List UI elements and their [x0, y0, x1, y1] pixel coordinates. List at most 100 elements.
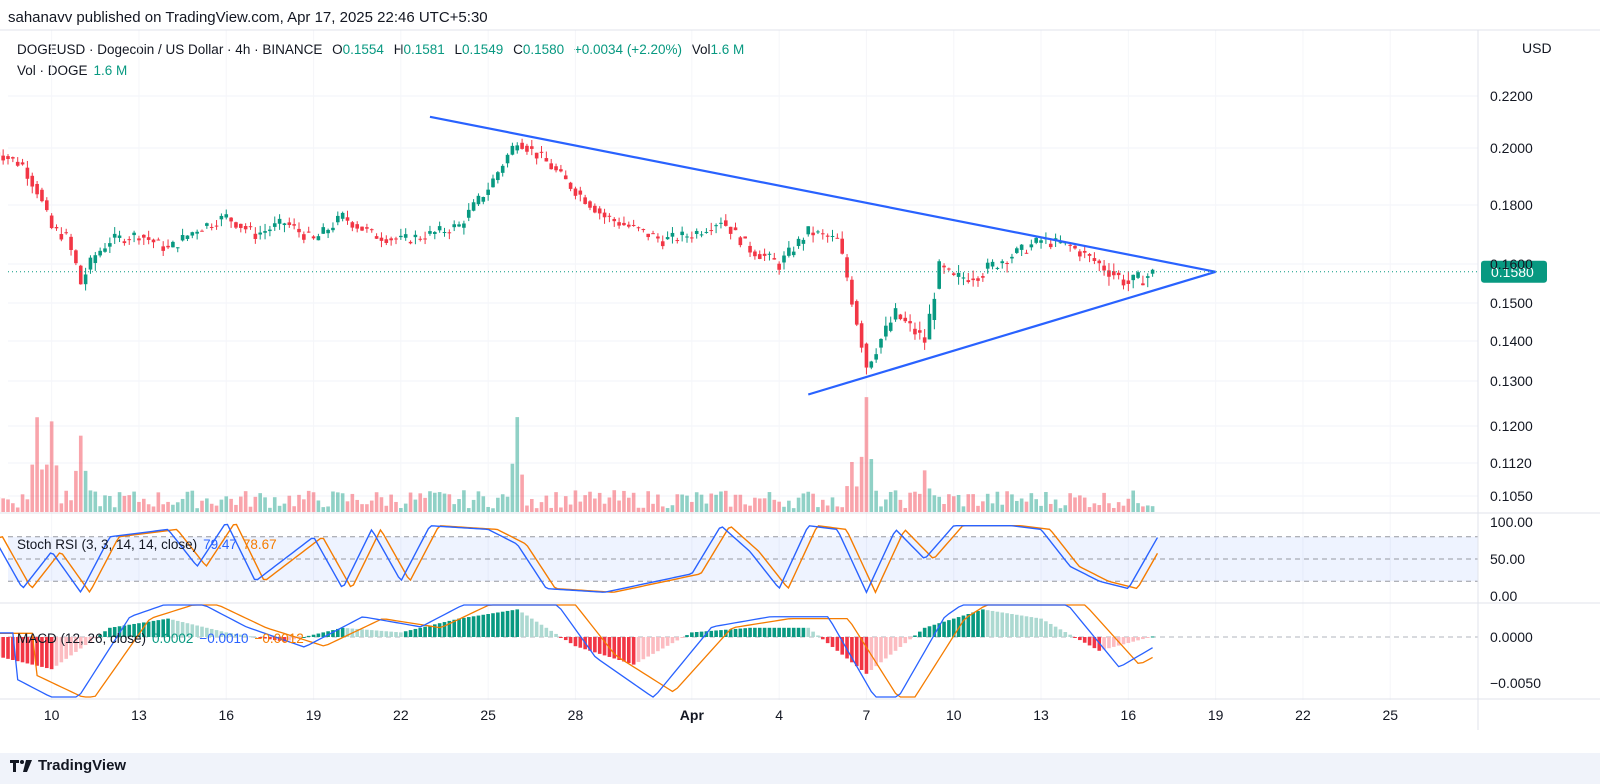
macd-hist-bar — [316, 633, 321, 637]
macd-hist-bar — [719, 630, 723, 637]
volume-bar — [719, 491, 723, 512]
macd-hist-bar — [879, 637, 883, 663]
volume-bar — [656, 494, 660, 512]
macd-hist-bar — [530, 618, 534, 637]
candle-body — [884, 325, 888, 337]
macd-hist-bar — [151, 620, 156, 637]
candle-body — [98, 250, 102, 256]
macd-hist-bar — [258, 637, 262, 638]
candle-body — [15, 161, 20, 166]
candle-body — [175, 247, 180, 249]
time-tick-label: 25 — [1382, 707, 1398, 723]
macd-hist-bar — [1053, 626, 1058, 637]
volume-indicator-label[interactable]: Vol · DOGE — [17, 63, 88, 78]
candle-body — [272, 223, 277, 227]
candle-body — [694, 230, 699, 234]
currency-label[interactable]: USD — [1522, 40, 1552, 56]
macd-hist-bar — [782, 627, 786, 637]
volume-bar — [806, 491, 811, 512]
macd-hist-bar — [995, 611, 1000, 637]
stoch-rsi-label[interactable]: Stoch RSI (3, 3, 14, 14, close) — [17, 537, 198, 552]
tradingview-logo[interactable]: TradingView — [10, 757, 126, 774]
candle-body — [268, 229, 272, 232]
macd-hist-bar — [835, 637, 840, 651]
volume-bar — [709, 493, 714, 512]
candle-body — [1126, 280, 1131, 284]
candle-body — [990, 261, 995, 267]
volume-indicator-value: 1.6 M — [93, 63, 128, 78]
macd-hist-bar — [913, 635, 917, 637]
trendlines[interactable] — [429, 115, 1216, 396]
volume-bar — [583, 495, 587, 512]
volume-bar — [821, 499, 825, 512]
volume-bar — [956, 494, 961, 512]
volume-bar — [389, 494, 393, 512]
candle-body — [78, 265, 83, 285]
volume-bar — [971, 494, 975, 512]
macd-hist-bar — [612, 637, 617, 659]
macd-hist-bar — [263, 637, 267, 639]
macd-hist-bar — [423, 626, 427, 637]
volume-bar — [869, 459, 874, 512]
macd-hist-bar — [525, 615, 529, 637]
macd-hist-bar — [976, 610, 980, 637]
candle-body — [646, 233, 650, 238]
macd-hist-bar — [641, 637, 646, 660]
macd-hist-bar — [1048, 623, 1053, 637]
volume-bar — [922, 470, 927, 512]
candle-body — [442, 232, 447, 234]
candle-body — [534, 152, 539, 159]
candle-body — [209, 226, 214, 228]
volume-bar — [142, 498, 146, 512]
volume-bar — [156, 492, 161, 512]
macd-hist-bar — [403, 631, 408, 637]
volume-bar — [680, 494, 684, 512]
volume-bar — [297, 494, 301, 512]
macd-hist-bar — [331, 630, 335, 637]
volume-bar — [161, 504, 165, 512]
chart-canvas[interactable]: 0.1580 0.2200 0.2000 0.1800 0.1600 0.1500 0.1… — [0, 0, 1600, 753]
candle-body — [239, 223, 243, 228]
candle-body — [714, 225, 718, 227]
macd-hist-bar — [282, 637, 287, 642]
volume-bar — [224, 496, 229, 512]
candle-body — [360, 226, 364, 231]
macd-hist-bar — [108, 627, 112, 637]
macd-hist-bar — [1019, 615, 1024, 637]
macd-hist-bar — [816, 635, 820, 637]
candle-body — [302, 234, 306, 240]
volume-bar — [476, 491, 481, 512]
candle-body — [942, 265, 946, 268]
volume-bar — [88, 490, 93, 512]
volume-bar — [830, 497, 835, 512]
macd-hist-bar — [743, 628, 747, 637]
volume-bar — [588, 491, 592, 512]
volume-bar — [268, 507, 272, 512]
price-tick-label: 0.2000 — [1490, 140, 1533, 156]
candle-body — [762, 253, 767, 256]
volume-bar — [331, 491, 335, 512]
candle-body — [462, 223, 466, 228]
volume-bar — [641, 507, 646, 512]
time-axis[interactable]: 10 13 16 19 22 25 28 Apr 4 7 10 13 16 19 22 25 — [44, 707, 1398, 723]
candle-body — [1039, 240, 1043, 243]
candle-body — [476, 195, 481, 205]
candle-body — [195, 231, 199, 234]
candle-body — [389, 238, 393, 241]
candle-body — [563, 175, 568, 180]
macd-hist-bar — [437, 623, 442, 637]
price-axis[interactable]: 0.2200 0.2000 0.1800 0.1600 0.1500 0.1400 0.13… — [1490, 88, 1541, 691]
close-label: C — [513, 42, 523, 57]
volume-bar — [597, 492, 602, 512]
symbol-title[interactable]: DOGEUSD · Dogecoin / US Dollar · 4h · BI… — [17, 42, 323, 57]
macd-hist-bar — [25, 637, 30, 664]
macd-hist-bar — [1010, 614, 1014, 637]
volume-bar — [651, 503, 655, 512]
volume-bar — [175, 502, 180, 512]
macd-hist-bar — [35, 637, 39, 666]
candle-body — [680, 231, 684, 236]
candle-body — [791, 251, 796, 256]
macd-label[interactable]: MACD (12, 26, close) — [17, 631, 147, 646]
open-value: 0.1554 — [342, 42, 384, 57]
macd-hist-bar — [127, 624, 132, 637]
